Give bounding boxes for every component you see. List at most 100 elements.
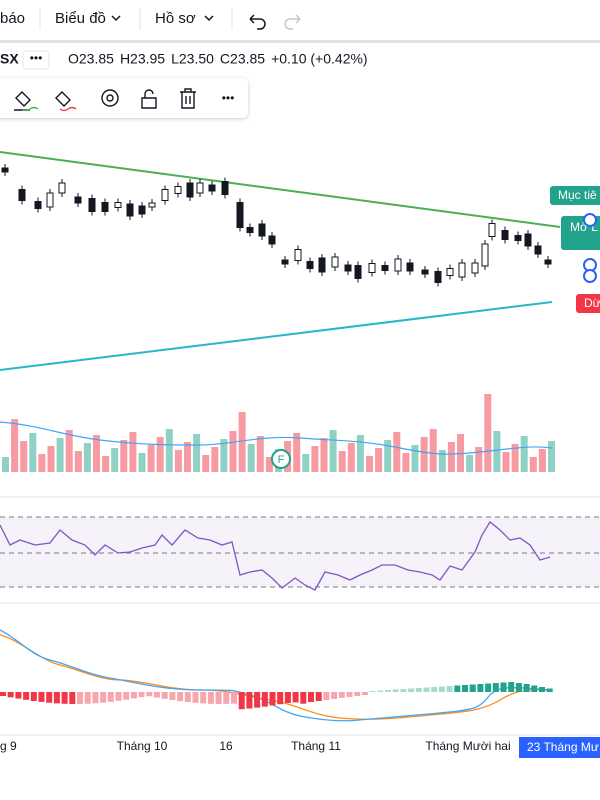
x-tick-label: Tháng Mười hai xyxy=(425,739,510,753)
macd-bar xyxy=(130,692,137,699)
macd-bar xyxy=(515,683,522,692)
chevron xyxy=(111,15,121,22)
volume-ma xyxy=(0,421,553,455)
candle-body xyxy=(236,202,244,228)
drag-handle[interactable] xyxy=(583,213,597,227)
volume-bar xyxy=(20,441,28,472)
toolbar-item[interactable]: báo xyxy=(0,10,25,27)
volume-bar xyxy=(256,436,264,472)
macd-bar xyxy=(30,692,37,701)
trend-line xyxy=(0,151,561,228)
toolbar-panel xyxy=(0,78,248,118)
macd-bar xyxy=(284,692,291,703)
macd-bar xyxy=(546,688,553,692)
more-tools[interactable]: ••• xyxy=(222,91,235,105)
volume-bar xyxy=(229,431,237,472)
volume-bar xyxy=(438,450,446,472)
candle-body xyxy=(46,192,54,208)
volume-bar xyxy=(320,438,328,472)
candle-body xyxy=(318,257,326,273)
candle-body xyxy=(501,230,509,240)
candle-body xyxy=(471,262,479,274)
volume-bar xyxy=(384,440,392,472)
volume-bar xyxy=(429,429,437,472)
macd-bar xyxy=(77,692,83,704)
candle-body xyxy=(524,233,532,247)
volume-bar xyxy=(411,445,419,472)
settings-tool[interactable] xyxy=(101,89,119,107)
undo-button[interactable] xyxy=(249,14,266,30)
drag-handle[interactable] xyxy=(583,269,597,283)
line-color-tool[interactable] xyxy=(55,91,71,107)
macd-bar xyxy=(46,692,53,703)
volume-bar xyxy=(493,431,501,472)
macd-bar xyxy=(146,692,153,697)
volume-bar xyxy=(238,412,246,472)
candle-body xyxy=(138,205,146,215)
volume-bar xyxy=(511,444,519,472)
order-badges: Mục tiê Mở L Dừ xyxy=(550,186,600,313)
macd-bar xyxy=(392,689,399,692)
volume-bar xyxy=(393,432,401,472)
volume-bar xyxy=(265,457,273,472)
macd-bar xyxy=(292,692,299,703)
stop-badge[interactable] xyxy=(576,294,600,313)
toolbar-item[interactable]: Biểu đồ xyxy=(55,10,106,27)
volume-bar xyxy=(29,433,37,472)
macd-bar xyxy=(38,692,45,702)
rsi-pane xyxy=(0,496,600,604)
candle-body xyxy=(481,243,489,267)
candle-body xyxy=(514,235,522,241)
macd-bar xyxy=(523,684,530,692)
x-tick-label: g 9 xyxy=(0,739,17,753)
event-marker[interactable] xyxy=(271,449,291,469)
volume-bar xyxy=(420,437,428,472)
volume-bar xyxy=(2,457,9,472)
lock-tool[interactable] xyxy=(141,89,157,109)
macd-pane xyxy=(0,629,553,722)
candle-body xyxy=(488,223,496,237)
ohlc-item: L23.50 xyxy=(171,51,214,67)
ohlc-item: H23.95 xyxy=(120,51,165,67)
macd-bar xyxy=(462,685,468,692)
candle-body xyxy=(196,182,204,194)
price-pane xyxy=(0,151,561,371)
macd-bar xyxy=(184,692,191,703)
x-tick-label: Tháng 11 xyxy=(291,739,341,753)
current-date: 23 Tháng Mư xyxy=(527,740,599,754)
target-badge[interactable] xyxy=(550,186,600,205)
volume-bar xyxy=(202,455,210,472)
volume-bar xyxy=(347,443,355,472)
volume-bar xyxy=(466,455,474,472)
macd-bar xyxy=(269,692,276,706)
settings-core xyxy=(106,94,114,102)
candle-body xyxy=(406,262,414,272)
macd-bar xyxy=(200,692,207,704)
volume-bar xyxy=(184,442,191,472)
macd-bar xyxy=(61,692,68,704)
volume-bar xyxy=(529,457,537,472)
candle-body xyxy=(434,271,442,283)
candle-body xyxy=(394,258,402,272)
toolbar-item[interactable]: Hồ sơ xyxy=(155,10,196,27)
volume-bar xyxy=(156,437,164,472)
candle-body xyxy=(1,167,9,173)
more-button[interactable] xyxy=(22,50,50,70)
macd-bar xyxy=(207,692,214,704)
macd-bar xyxy=(485,683,492,692)
candle-body xyxy=(258,223,266,237)
candle-body xyxy=(544,259,552,265)
macd-bar xyxy=(400,689,407,692)
macd-bar xyxy=(15,692,22,699)
candle-body xyxy=(344,264,352,272)
candle-body xyxy=(368,263,376,273)
macd-bar xyxy=(84,692,91,704)
volume-bar xyxy=(111,448,119,472)
redo-button[interactable] xyxy=(284,14,301,30)
volume-bar xyxy=(11,419,19,472)
macd-bar xyxy=(446,686,453,692)
volume-bar xyxy=(220,439,228,472)
candle-body xyxy=(74,196,82,204)
delete-tool[interactable] xyxy=(180,88,196,109)
